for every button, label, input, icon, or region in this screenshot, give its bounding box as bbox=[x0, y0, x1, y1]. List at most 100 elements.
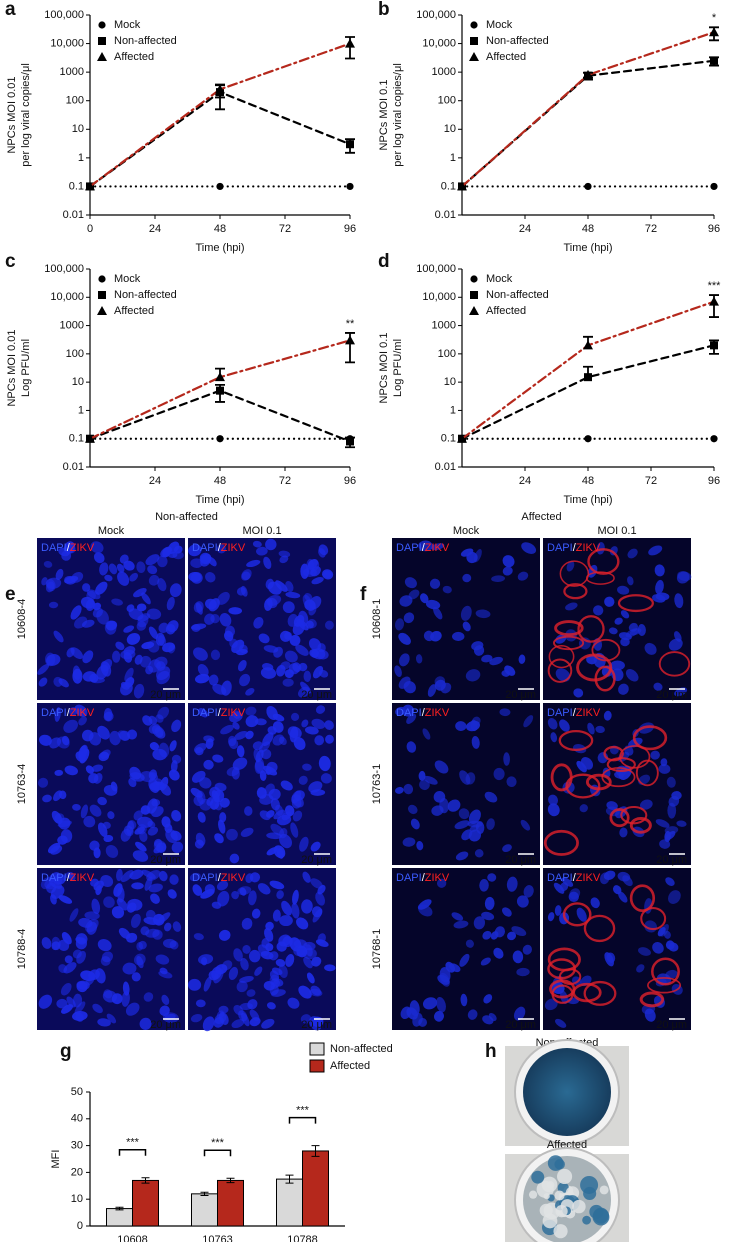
y-tick-label: 0.1 bbox=[441, 433, 456, 445]
nucleus bbox=[504, 665, 516, 676]
nucleus bbox=[167, 551, 178, 559]
nucleus bbox=[303, 956, 313, 969]
stain-label: DAPI/ZIKV bbox=[41, 872, 95, 884]
stain-label: DAPI/ZIKV bbox=[396, 872, 450, 884]
nucleus bbox=[459, 953, 470, 967]
nucleus bbox=[263, 981, 275, 991]
nucleus bbox=[284, 805, 295, 817]
column-title: Mock bbox=[98, 525, 125, 537]
y-tick-label: 10 bbox=[444, 123, 456, 135]
nucleus bbox=[90, 541, 104, 554]
nucleus bbox=[126, 632, 141, 645]
nucleus bbox=[150, 893, 160, 904]
nucleus bbox=[273, 809, 285, 820]
nucleus bbox=[460, 605, 472, 621]
nucleus bbox=[307, 619, 317, 629]
nucleus bbox=[488, 1012, 497, 1021]
stain-part: DAPI bbox=[547, 872, 573, 884]
nucleus bbox=[132, 850, 149, 862]
nucleus bbox=[57, 820, 72, 828]
stain-part: DAPI bbox=[547, 707, 573, 719]
column-title: MOI 0.1 bbox=[597, 525, 636, 537]
nucleus bbox=[293, 737, 306, 751]
bar bbox=[191, 1193, 218, 1227]
y-tick-label: 1 bbox=[78, 404, 84, 416]
panel-letter: a bbox=[5, 0, 16, 20]
nucleus bbox=[236, 745, 245, 758]
nucleus bbox=[285, 591, 301, 599]
nucleus bbox=[279, 555, 289, 564]
y-tick-label: 100,000 bbox=[44, 9, 84, 21]
y-axis-label: MFI bbox=[50, 1150, 62, 1169]
nucleus bbox=[484, 896, 495, 911]
stain-label: DAPI/ZIKV bbox=[547, 707, 601, 719]
nucleus bbox=[499, 708, 511, 717]
nucleus bbox=[287, 997, 300, 1009]
nucleus bbox=[523, 885, 534, 898]
nucleus bbox=[212, 683, 227, 695]
bar bbox=[132, 1179, 159, 1227]
nucleus bbox=[660, 758, 668, 767]
significance: *** bbox=[296, 1105, 310, 1117]
nucleus bbox=[471, 641, 484, 651]
nucleus bbox=[285, 953, 295, 967]
nucleus bbox=[655, 819, 670, 828]
y-axis-label: NPCs MOI 0.1 bbox=[378, 80, 390, 151]
nucleus bbox=[157, 555, 168, 568]
nucleus bbox=[301, 719, 309, 728]
nucleus bbox=[89, 804, 102, 817]
nucleus bbox=[481, 654, 493, 663]
nucleus bbox=[458, 808, 470, 820]
nucleus bbox=[120, 682, 133, 696]
nucleus bbox=[111, 598, 123, 606]
legend-label: Affected bbox=[114, 51, 154, 63]
nucleus bbox=[54, 769, 64, 776]
nucleus bbox=[97, 796, 107, 806]
nucleus bbox=[455, 851, 469, 861]
scale-label: 20 μm bbox=[301, 854, 332, 866]
y-tick-label: 1000 bbox=[60, 66, 84, 78]
nucleus bbox=[64, 955, 73, 964]
bar bbox=[106, 1208, 133, 1227]
nucleus bbox=[201, 957, 208, 966]
nucleus bbox=[276, 890, 284, 900]
legend-label: Non-affected bbox=[114, 289, 177, 301]
zikv-signal bbox=[583, 914, 616, 943]
nucleus bbox=[406, 741, 417, 753]
zikv-signal bbox=[639, 991, 665, 1008]
nucleus bbox=[218, 819, 226, 834]
nucleus bbox=[120, 870, 134, 883]
nucleus bbox=[237, 886, 252, 896]
nucleus bbox=[282, 601, 295, 614]
nucleus bbox=[418, 904, 433, 917]
nucleus bbox=[69, 908, 79, 922]
nucleus bbox=[226, 828, 238, 841]
nucleus bbox=[147, 826, 159, 836]
zikv-signal bbox=[563, 583, 588, 600]
legend-label: Mock bbox=[114, 19, 141, 31]
nucleus bbox=[110, 781, 118, 792]
plate-well bbox=[523, 1048, 611, 1136]
legend-label: Mock bbox=[486, 19, 513, 31]
x-tick-label: 96 bbox=[708, 475, 720, 487]
nucleus bbox=[164, 823, 173, 833]
nucleus bbox=[190, 572, 203, 584]
nucleus bbox=[281, 900, 292, 916]
y-tick-label: 40 bbox=[71, 1113, 83, 1125]
nucleus bbox=[430, 543, 445, 551]
nucleus bbox=[231, 1019, 245, 1029]
marker bbox=[346, 182, 354, 191]
nucleus bbox=[400, 1006, 412, 1020]
nucleus bbox=[561, 877, 574, 887]
nucleus bbox=[666, 776, 676, 788]
nucleus bbox=[554, 905, 562, 916]
nucleus bbox=[620, 610, 630, 619]
nucleus bbox=[190, 558, 203, 568]
marker bbox=[469, 52, 479, 61]
group-title: Non-affected bbox=[155, 511, 218, 523]
nucleus bbox=[135, 841, 147, 852]
stain-part: DAPI bbox=[41, 872, 67, 884]
nucleus bbox=[270, 798, 280, 811]
nucleus bbox=[226, 766, 240, 777]
nucleus bbox=[204, 613, 215, 625]
